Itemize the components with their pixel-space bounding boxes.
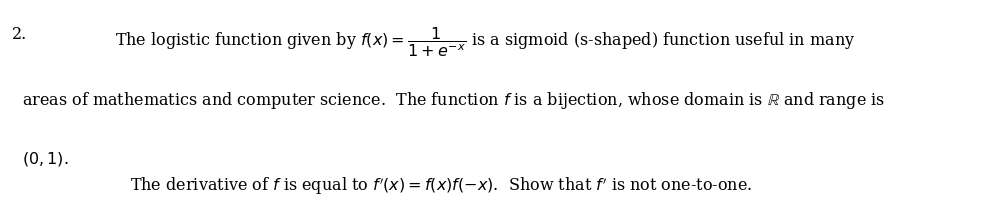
Text: areas of mathematics and computer science.  The function $f$ is a bijection, who: areas of mathematics and computer scienc…: [22, 90, 885, 111]
Text: $(0, 1)$.: $(0, 1)$.: [22, 150, 69, 168]
Text: The logistic function given by $f(x) = \dfrac{1}{1+e^{-x}}$ is a sigmoid (s-shap: The logistic function given by $f(x) = \…: [115, 26, 855, 59]
Text: The derivative of $f$ is equal to $f'(x) = f(x)f(-x)$.  Show that $f'$ is not on: The derivative of $f$ is equal to $f'(x)…: [130, 175, 751, 197]
Text: 2.: 2.: [12, 26, 27, 43]
